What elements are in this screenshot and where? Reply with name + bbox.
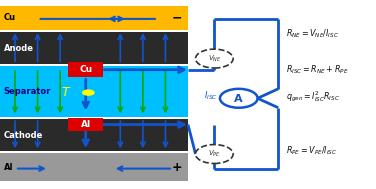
- Text: Cathode: Cathode: [4, 131, 43, 140]
- Circle shape: [82, 89, 95, 96]
- Text: $\mathbf{A}$: $\mathbf{A}$: [233, 92, 244, 104]
- Text: $R_{PE} = V_{PE}/I_{ISC}$: $R_{PE} = V_{PE}/I_{ISC}$: [286, 145, 337, 157]
- Bar: [0, 153, 188, 181]
- Text: $\mathit{T}$: $\mathit{T}$: [61, 86, 71, 99]
- FancyBboxPatch shape: [68, 62, 103, 77]
- Text: $I_{ISC}$: $I_{ISC}$: [203, 89, 218, 102]
- Text: Cu: Cu: [79, 65, 92, 74]
- Circle shape: [196, 49, 233, 68]
- Text: $R_{NE} = V_{NE}/I_{ISC}$: $R_{NE} = V_{NE}/I_{ISC}$: [286, 28, 339, 40]
- Bar: [0, 32, 188, 64]
- Bar: [0, 66, 188, 117]
- Text: Cu: Cu: [4, 13, 16, 22]
- FancyBboxPatch shape: [68, 118, 103, 131]
- Bar: [0, 119, 188, 151]
- Circle shape: [196, 145, 233, 163]
- Text: $q_{gen} = I^2_{ISC}R_{ISC}$: $q_{gen} = I^2_{ISC}R_{ISC}$: [286, 89, 340, 104]
- Text: $V_{NE}$: $V_{NE}$: [208, 53, 221, 64]
- Text: Separator: Separator: [4, 87, 51, 96]
- Text: Anode: Anode: [4, 44, 34, 53]
- Text: Al: Al: [4, 163, 13, 172]
- Bar: [0, 6, 188, 30]
- Text: $R_{ISC} = R_{NE} + R_{PE}$: $R_{ISC} = R_{NE} + R_{PE}$: [286, 64, 348, 76]
- Text: $V_{PE}$: $V_{PE}$: [208, 149, 221, 159]
- Circle shape: [220, 89, 258, 108]
- Text: Al: Al: [81, 120, 91, 129]
- Text: −: −: [171, 12, 182, 24]
- Text: +: +: [171, 161, 182, 174]
